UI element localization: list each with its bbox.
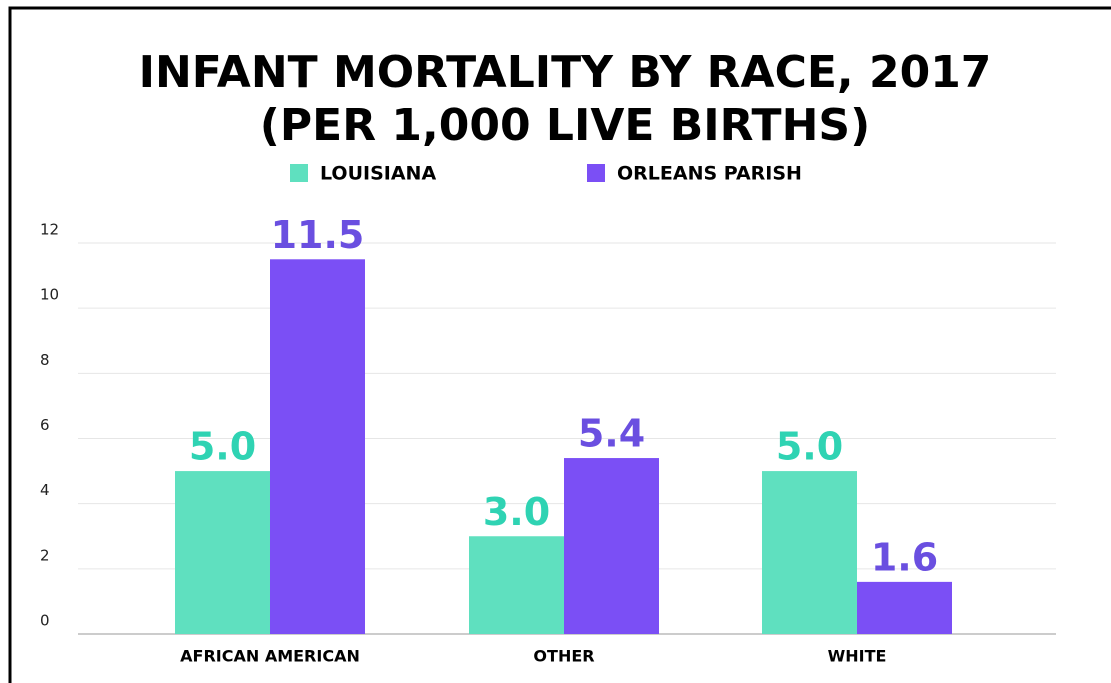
chart-title: INFANT MORTALITY BY RACE, 2017 (139, 47, 992, 98)
chart-subtitle: (PER 1,000 LIVE BIRTHS) (260, 100, 870, 151)
y-tick-label: 2 (40, 546, 50, 564)
value-label: 1.6 (871, 535, 938, 579)
bar (762, 471, 857, 634)
x-tick-label: WHITE (828, 647, 887, 666)
bar (175, 471, 270, 634)
x-tick-label: AFRICAN AMERICAN (180, 647, 360, 666)
legend-swatch (587, 164, 605, 182)
bar (564, 458, 659, 634)
legend-label: ORLEANS PARISH (617, 163, 802, 185)
legend-label: LOUISIANA (320, 163, 436, 185)
bar (857, 581, 952, 634)
value-label: 5.0 (189, 425, 256, 469)
bar (469, 536, 564, 634)
value-label: 3.0 (483, 490, 550, 534)
legend-swatch (290, 164, 308, 182)
y-tick-label: 4 (40, 481, 50, 499)
y-tick-label: 10 (40, 286, 59, 304)
value-label: 5.0 (776, 425, 843, 469)
y-tick-label: 12 (40, 221, 59, 239)
y-tick-label: 6 (40, 416, 50, 434)
bar (270, 259, 365, 634)
y-tick-label: 8 (40, 351, 50, 369)
y-tick-label: 0 (40, 612, 50, 630)
value-label: 11.5 (271, 213, 365, 257)
x-tick-label: OTHER (533, 647, 594, 666)
value-label: 5.4 (578, 412, 645, 456)
